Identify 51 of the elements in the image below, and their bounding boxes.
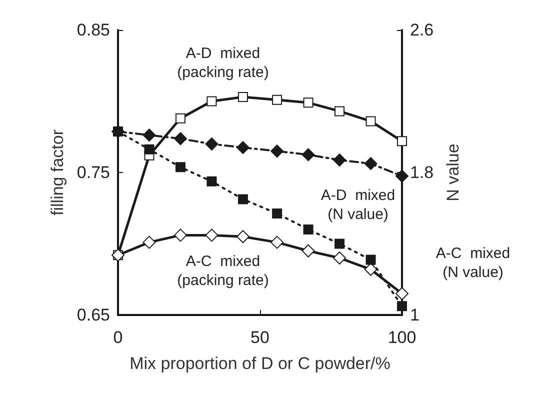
point	[174, 132, 187, 146]
text: A-C mixed (N value)	[436, 245, 510, 281]
point	[206, 96, 217, 106]
y2-tick-label: 2.6	[410, 20, 434, 40]
point	[205, 138, 218, 150]
point	[334, 106, 345, 116]
point	[236, 141, 250, 154]
point	[396, 170, 408, 183]
point	[366, 116, 376, 126]
point	[272, 94, 282, 105]
annotation: A-D mixed (packing rate)	[177, 45, 269, 81]
point	[270, 144, 284, 158]
point	[142, 128, 156, 142]
point	[174, 228, 187, 242]
y-tick-label: 0.75	[76, 163, 110, 182]
point	[238, 194, 248, 204]
point	[238, 92, 248, 102]
point	[175, 162, 186, 172]
point	[206, 176, 217, 186]
point	[334, 238, 345, 249]
point	[397, 301, 407, 312]
y-tick-label: 0.65	[76, 306, 110, 324]
point	[236, 230, 250, 244]
point	[302, 244, 315, 258]
point	[175, 113, 186, 124]
y2-tick-label: 1.8	[410, 163, 434, 182]
point	[364, 157, 378, 170]
point	[270, 236, 284, 249]
point	[396, 287, 408, 300]
y2-tick-label: 1	[410, 306, 420, 324]
point	[333, 252, 346, 264]
point	[205, 228, 218, 242]
point	[366, 254, 376, 265]
x-axis-title: Mix proportion of D or C powder/%	[130, 354, 390, 373]
x-tick-label: 100	[388, 328, 416, 347]
point	[302, 148, 315, 162]
point	[397, 136, 407, 146]
point	[333, 154, 346, 167]
point	[142, 236, 156, 249]
annotation: A-C mixed (packing rate)	[177, 253, 269, 289]
x-tick-label: 0	[113, 328, 123, 347]
y2-axis-title: N value	[444, 144, 463, 202]
y-tick-label: 0.85	[76, 20, 110, 40]
x-tick-label: 50	[250, 328, 270, 347]
y-axis-title: filling factor	[48, 129, 68, 216]
annotation: A-D mixed (N value)	[320, 187, 396, 223]
point	[272, 208, 282, 218]
point	[364, 262, 378, 276]
point	[144, 144, 154, 154]
point	[303, 98, 314, 108]
point	[303, 224, 314, 234]
